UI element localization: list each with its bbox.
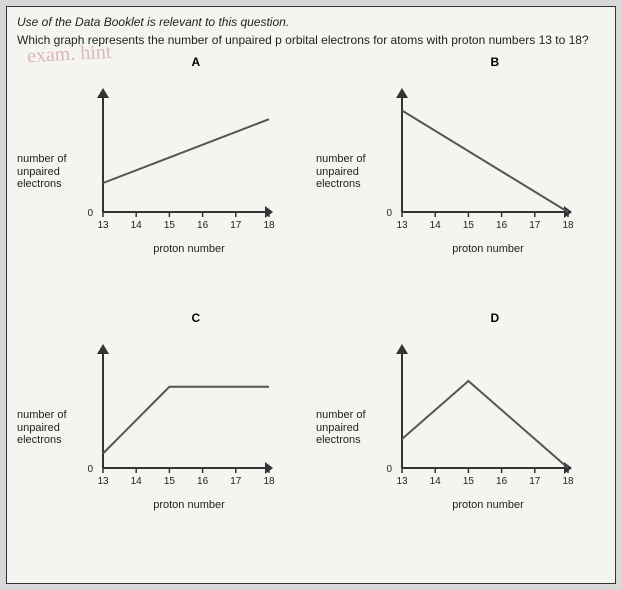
y-axis-label: number ofunpairedelectrons <box>316 153 374 189</box>
svg-text:17: 17 <box>529 220 541 231</box>
panel-label: D <box>491 311 500 325</box>
panel-label: A <box>192 55 201 69</box>
chart-area: 0 13 14 15 16 17 18 proton number <box>75 338 275 518</box>
svg-text:proton number: proton number <box>452 499 524 511</box>
chart-panel: Cnumber ofunpairedelectrons 0 13 14 15 16 17… <box>17 311 306 545</box>
question-text: Which graph represents the number of unp… <box>17 33 605 49</box>
chart-panel: Bnumber ofunpairedelectrons 0 13 14 15 16 17… <box>316 55 605 289</box>
chart-area: 0 13 14 15 16 17 18 proton number <box>374 338 574 518</box>
svg-text:proton number: proton number <box>153 243 225 255</box>
svg-text:16: 16 <box>197 476 209 487</box>
svg-text:16: 16 <box>197 220 209 231</box>
svg-text:15: 15 <box>164 476 176 487</box>
svg-text:16: 16 <box>496 220 508 231</box>
panel-label: C <box>192 311 201 325</box>
chart-svg: 0 13 14 15 16 17 18 proton number <box>374 82 574 262</box>
svg-text:13: 13 <box>97 476 109 487</box>
svg-text:18: 18 <box>562 220 574 231</box>
panel-label: B <box>491 55 500 69</box>
chart-panel: Anumber ofunpairedelectrons 0 13 14 15 16 17… <box>17 55 306 289</box>
chart-area: 0 13 14 15 16 17 18 proton number <box>374 82 574 262</box>
svg-text:14: 14 <box>131 220 143 231</box>
y-axis-label: number ofunpairedelectrons <box>17 409 75 445</box>
svg-text:14: 14 <box>430 220 442 231</box>
y-axis-label: number ofunpairedelectrons <box>316 409 374 445</box>
svg-text:16: 16 <box>496 476 508 487</box>
svg-text:17: 17 <box>529 476 541 487</box>
svg-text:18: 18 <box>562 476 574 487</box>
svg-text:18: 18 <box>263 476 275 487</box>
svg-text:17: 17 <box>230 476 242 487</box>
svg-text:15: 15 <box>463 220 475 231</box>
chart-panel: Dnumber ofunpairedelectrons 0 13 14 15 16 17… <box>316 311 605 545</box>
chart-row: number ofunpairedelectrons 0 13 14 15 16 17 1… <box>17 55 306 289</box>
svg-text:13: 13 <box>97 220 109 231</box>
svg-text:17: 17 <box>230 220 242 231</box>
chart-row: number ofunpairedelectrons 0 13 14 15 16 17 1… <box>316 311 605 545</box>
svg-text:18: 18 <box>263 220 275 231</box>
svg-text:14: 14 <box>430 476 442 487</box>
svg-text:0: 0 <box>87 464 93 475</box>
question-page: Use of the Data Booklet is relevant to t… <box>6 6 616 584</box>
instruction-text: Use of the Data Booklet is relevant to t… <box>17 15 605 29</box>
chart-svg: 0 13 14 15 16 17 18 proton number <box>374 338 574 518</box>
svg-text:14: 14 <box>131 476 143 487</box>
svg-text:13: 13 <box>396 220 408 231</box>
svg-text:proton number: proton number <box>153 499 225 511</box>
chart-svg: 0 13 14 15 16 17 18 proton number <box>75 338 275 518</box>
svg-text:0: 0 <box>386 464 392 475</box>
svg-text:15: 15 <box>164 220 176 231</box>
svg-text:13: 13 <box>396 476 408 487</box>
chart-grid: Anumber ofunpairedelectrons 0 13 14 15 16 17… <box>17 55 605 545</box>
chart-svg: 0 13 14 15 16 17 18 proton number <box>75 82 275 262</box>
svg-text:15: 15 <box>463 476 475 487</box>
svg-text:proton number: proton number <box>452 243 524 255</box>
chart-row: number ofunpairedelectrons 0 13 14 15 16 17 1… <box>316 55 605 289</box>
y-axis-label: number ofunpairedelectrons <box>17 153 75 189</box>
chart-row: number ofunpairedelectrons 0 13 14 15 16 17 1… <box>17 311 306 545</box>
svg-text:0: 0 <box>386 208 392 219</box>
chart-area: 0 13 14 15 16 17 18 proton number <box>75 82 275 262</box>
svg-text:0: 0 <box>87 208 93 219</box>
